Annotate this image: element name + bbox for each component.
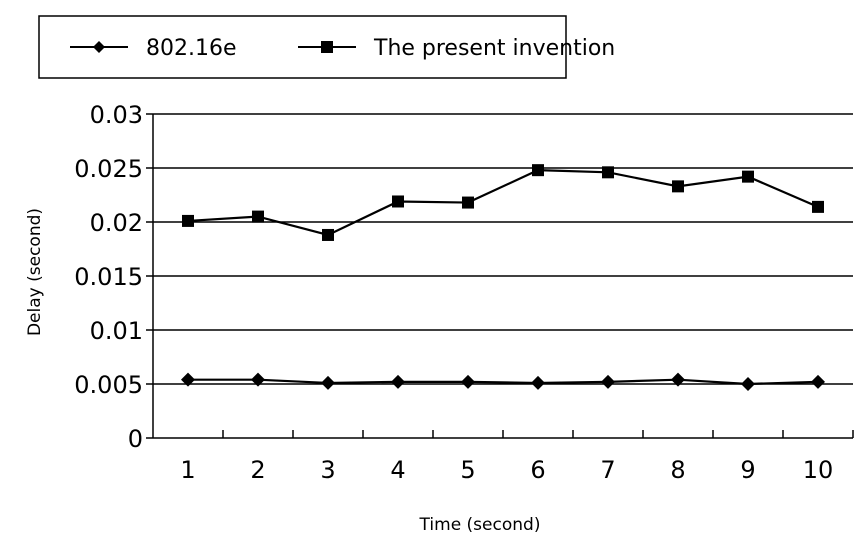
y-tick-label: 0.025 bbox=[74, 155, 143, 183]
series-line bbox=[188, 378, 819, 386]
data-point-square bbox=[182, 214, 194, 227]
x-axis-title: Time (second) bbox=[419, 515, 541, 535]
legend-label-series-1: 802.16e bbox=[146, 36, 237, 61]
data-point-diamond bbox=[531, 375, 545, 390]
axes bbox=[146, 113, 854, 439]
y-tick-label: 0.03 bbox=[90, 101, 143, 129]
legend-marker-square-icon bbox=[321, 41, 333, 53]
data-point-square bbox=[462, 196, 474, 209]
data-point-square bbox=[812, 200, 824, 213]
data-point-diamond bbox=[181, 372, 195, 387]
y-tick-label: 0 bbox=[128, 425, 143, 453]
y-tick-label: 0.01 bbox=[90, 317, 143, 345]
data-point-square bbox=[252, 210, 264, 223]
x-tick-label: 4 bbox=[390, 456, 405, 484]
x-tick-label: 2 bbox=[250, 456, 265, 484]
data-point-square bbox=[742, 170, 754, 183]
x-tick-label: 9 bbox=[740, 456, 755, 484]
data-point-square bbox=[532, 164, 544, 177]
y-tick-label: 0.005 bbox=[74, 371, 143, 399]
legend: 802.16e The present invention bbox=[38, 15, 615, 79]
data-point-square bbox=[672, 180, 684, 193]
x-tick-labels: 1 2 3 4 5 6 7 8 9 10 bbox=[180, 456, 833, 484]
y-axis-title: Delay (second) bbox=[25, 208, 45, 336]
legend-label-series-2: The present invention bbox=[373, 36, 615, 61]
x-tick-label: 1 bbox=[180, 456, 195, 484]
data-point-diamond bbox=[251, 372, 265, 387]
x-tick-label: 8 bbox=[670, 456, 685, 484]
x-tick-label: 5 bbox=[460, 456, 475, 484]
y-tick-labels: 0 0.005 0.01 0.015 0.02 0.025 0.03 bbox=[74, 101, 143, 453]
data-point-square bbox=[392, 195, 404, 208]
data-point-diamond bbox=[671, 372, 685, 387]
y-tick-label: 0.015 bbox=[74, 263, 143, 291]
x-tick-label: 10 bbox=[803, 456, 834, 484]
data-point-diamond bbox=[461, 374, 475, 389]
x-tick-label: 7 bbox=[600, 456, 615, 484]
data-point-diamond bbox=[321, 375, 335, 390]
series-line bbox=[187, 169, 819, 237]
data-point-diamond bbox=[391, 374, 405, 389]
data-point-diamond bbox=[741, 377, 755, 391]
y-tick-label: 0.02 bbox=[90, 209, 143, 237]
data-point-diamond bbox=[601, 374, 615, 389]
legend-marker-diamond-icon bbox=[93, 41, 105, 53]
x-tick-label: 6 bbox=[530, 456, 545, 484]
data-point-square bbox=[602, 166, 614, 179]
x-tick-label: 3 bbox=[320, 456, 335, 484]
gridlines bbox=[153, 113, 853, 385]
data-point-square bbox=[322, 228, 334, 241]
series bbox=[181, 164, 825, 391]
data-point-diamond bbox=[811, 374, 825, 389]
